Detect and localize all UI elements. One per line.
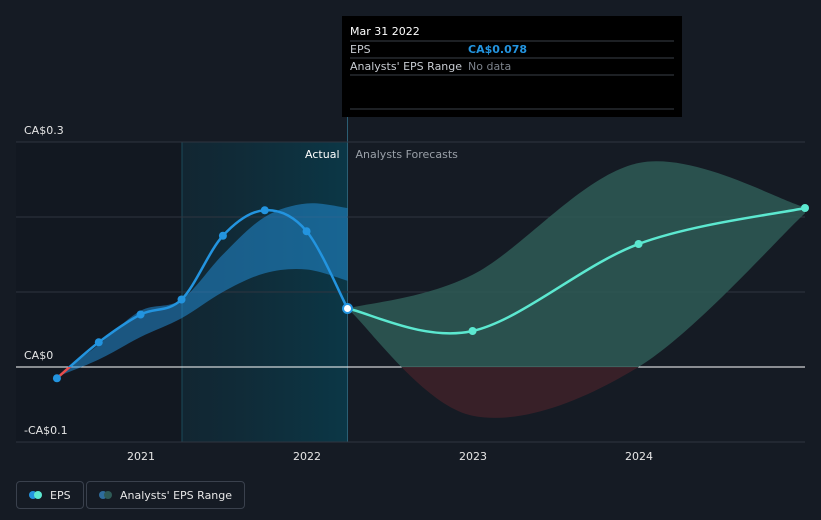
y-tick-label: CA$0.3 [24,124,64,137]
tooltip-row-label: EPS [350,43,371,56]
eps-forecast-point [801,204,809,212]
x-tick-label: 2024 [625,450,653,463]
eps-forecast-point [468,327,477,335]
eps-actual-point [302,227,311,236]
legend-eps-range-label: Analysts' EPS Range [120,488,233,502]
actual-label: Actual [305,148,339,161]
tooltip-date: Mar 31 2022 [350,25,420,38]
eps-forecast-point [634,240,643,248]
legend-eps-range[interactable]: Analysts' EPS Range [86,481,246,509]
legend-eps[interactable]: EPS [16,481,84,509]
eps-highlight-point [342,303,354,314]
eps-forecast-line [347,206,806,335]
eps-range-actual-band [56,203,348,377]
y-tick-label: -CA$0.1 [24,424,68,437]
tooltip-row-value: CA$0.078 [468,43,527,56]
tooltip-box [342,16,682,117]
forecast-label: Analysts Forecasts [356,148,459,161]
legend-eps-range-swatch [99,491,112,499]
eps-actual-point [260,206,269,215]
legend-eps-swatch [29,491,42,499]
eps-range-forecast-band [347,161,805,367]
x-tick-label: 2023 [459,450,487,463]
tooltip-row-value: No data [468,60,511,73]
legend-eps-label: EPS [50,488,71,502]
eps-actual-point [177,295,186,304]
eps-range-forecast-band-negative [401,367,639,418]
eps-actual-point [218,231,227,240]
eps-actual-point [94,338,103,347]
x-tick-label: 2021 [127,450,155,463]
x-tick-label: 2022 [293,450,321,463]
eps-actual-point [52,374,61,383]
y-tick-label: CA$0 [24,349,53,362]
tooltip-row-label: Analysts' EPS Range [350,60,462,73]
eps-actual-point [136,310,145,319]
